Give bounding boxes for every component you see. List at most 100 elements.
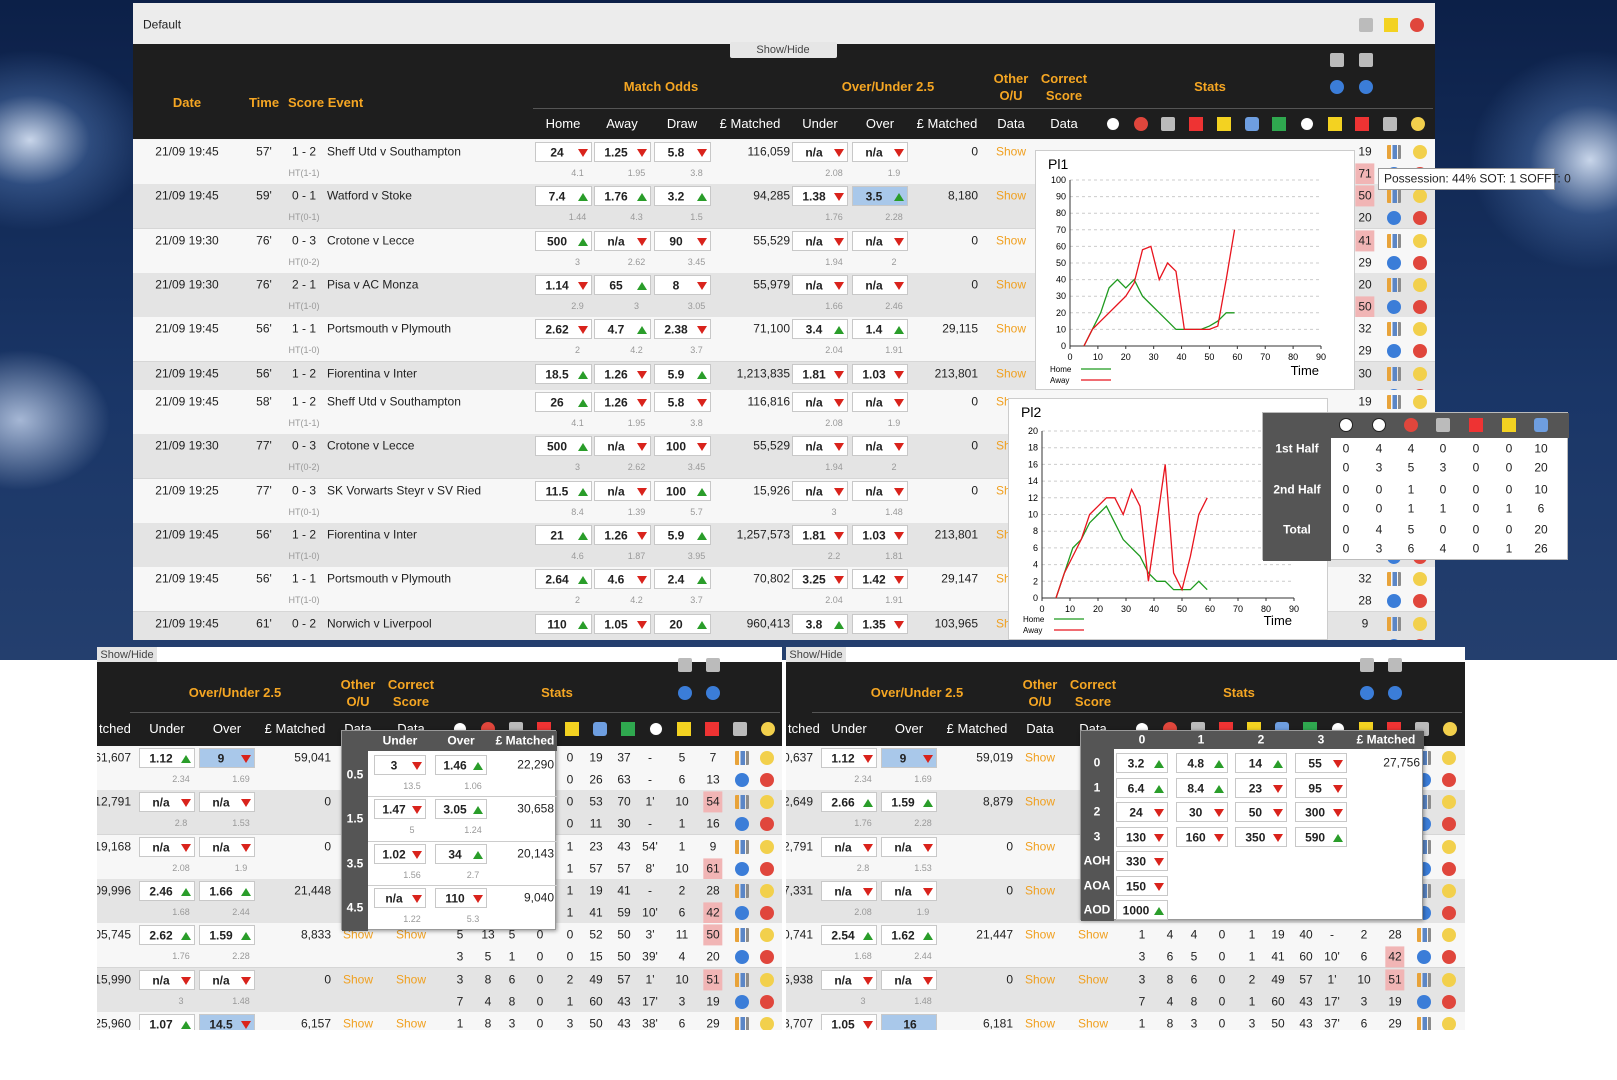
- stat-value: 19: [1358, 144, 1372, 159]
- show-link[interactable]: Show: [1077, 927, 1109, 942]
- y-tick-label: 0: [1061, 341, 1066, 351]
- icon-spk: [1360, 658, 1374, 672]
- icon-bar: [1387, 277, 1401, 292]
- show-link[interactable]: Show: [1024, 1016, 1056, 1030]
- icon-x: [1442, 773, 1456, 787]
- odds-cell: 2.46: [139, 880, 195, 901]
- odds-value: 1.12: [149, 751, 173, 766]
- odds-cell: 130: [1116, 826, 1168, 847]
- show-link[interactable]: Show: [342, 971, 374, 986]
- score: 0 - 1: [291, 188, 317, 203]
- sub-value: 1.66: [825, 300, 843, 311]
- score: 0 - 3: [291, 233, 317, 247]
- matched: 27,756: [1383, 755, 1420, 770]
- show-link[interactable]: Show: [342, 927, 374, 942]
- show-link[interactable]: Show: [342, 1016, 374, 1030]
- matched: 55,979: [753, 277, 790, 292]
- icon-yel: [1216, 117, 1231, 131]
- stat-value: 1': [645, 971, 655, 986]
- show-link[interactable]: Show: [395, 1016, 427, 1030]
- stat-value: 6: [678, 905, 686, 920]
- show-link[interactable]: Show: [1024, 839, 1056, 853]
- arrow-down: [636, 487, 647, 496]
- show-link[interactable]: Show: [395, 971, 427, 986]
- date: 21/09 19:45: [155, 527, 219, 542]
- toggle[interactable]: Show/Hide: [789, 648, 843, 661]
- arrow-down: [241, 1020, 251, 1029]
- arrow-down: [577, 326, 588, 335]
- icon-grn: [1272, 117, 1287, 131]
- sub-value: 1.68: [854, 951, 872, 962]
- y-tick-label: 4: [1033, 560, 1038, 570]
- odds-cell: 330: [1116, 851, 1168, 871]
- icon-yel: [1327, 117, 1342, 131]
- row-divider: [368, 796, 557, 798]
- icon-info: [735, 905, 749, 920]
- stat-value: 3: [508, 1016, 516, 1030]
- stat-value: 0: [566, 927, 574, 942]
- odds-cell: 26: [534, 392, 592, 412]
- stat-value: 28: [1388, 927, 1402, 942]
- stat-value: 4: [1190, 927, 1198, 942]
- icon-bar: [735, 751, 749, 765]
- odds-value: 1.59: [891, 795, 915, 810]
- row-label: 1: [1093, 779, 1101, 794]
- show-link[interactable]: Show: [395, 927, 427, 942]
- show-link[interactable]: Show: [1024, 794, 1056, 809]
- icon-info: [1360, 686, 1374, 700]
- show-link[interactable]: Show: [1077, 1016, 1109, 1030]
- odds-value: 1.05: [604, 616, 628, 631]
- show-link[interactable]: Show: [1024, 927, 1056, 942]
- arrow-down: [894, 370, 904, 379]
- stat-value: 3: [1360, 993, 1368, 1008]
- toggle[interactable]: Show/Hide: [756, 43, 810, 56]
- arrow-down: [473, 894, 483, 903]
- arrow-down: [834, 399, 844, 407]
- x-tick-label: 40: [1149, 604, 1159, 614]
- show-link[interactable]: Show: [995, 233, 1027, 247]
- half-time: HT(1-0): [288, 595, 320, 606]
- odds-cell: 2.62: [534, 319, 592, 340]
- icon-x: [1410, 18, 1424, 32]
- show-link[interactable]: Show: [995, 321, 1027, 336]
- show-link[interactable]: Show: [995, 365, 1027, 380]
- odds-cell: 1.47: [374, 799, 426, 820]
- show-link[interactable]: Show: [1024, 883, 1056, 898]
- odds-cell: 5.9: [653, 524, 711, 545]
- icon-bar: [1417, 972, 1431, 987]
- arrow-down: [1154, 809, 1164, 817]
- show-link[interactable]: Show: [995, 277, 1027, 292]
- stat-value: 4: [1375, 522, 1383, 537]
- sub-value: 3.95: [687, 550, 706, 561]
- col-header: Draw: [666, 115, 698, 131]
- odds-value: 30: [1189, 805, 1203, 820]
- line-chart: 0 10 20 30 40 50 60 70 80 90 100 0 10 20 30 40 50 60 70 80 9…: [1048, 156, 1326, 385]
- show-link[interactable]: Show: [1024, 971, 1056, 986]
- odds-cell: 2.64: [534, 569, 592, 590]
- stat-value: 29: [1358, 343, 1372, 358]
- stat-value: 0: [566, 750, 574, 765]
- icon-bar: [1387, 395, 1401, 409]
- show-link[interactable]: Show: [1024, 750, 1056, 765]
- stat-value: 19: [1358, 394, 1372, 409]
- icon-x: [1442, 950, 1456, 965]
- odds-cell: 3.4: [792, 319, 848, 340]
- icon-x: [1413, 594, 1427, 609]
- toggle[interactable]: Show/Hide: [100, 648, 154, 661]
- show-link[interactable]: Show: [995, 188, 1027, 203]
- arrow-down: [577, 281, 588, 290]
- odds-value: n/a: [212, 840, 230, 854]
- show-link[interactable]: Show: [1077, 971, 1109, 986]
- x-tick-label: 30: [1121, 604, 1131, 614]
- matched: 0: [1006, 971, 1013, 986]
- show-link[interactable]: Show: [995, 144, 1027, 159]
- arrow-down: [834, 281, 844, 290]
- stat-value: 0: [566, 772, 574, 787]
- tooltip-box: [1378, 168, 1555, 190]
- sub-value: 4.1: [571, 168, 584, 179]
- y-tick-label: 80: [1056, 208, 1066, 218]
- stat-value: 2: [566, 971, 574, 986]
- arrow-down: [412, 762, 422, 770]
- arrow-up: [577, 576, 588, 585]
